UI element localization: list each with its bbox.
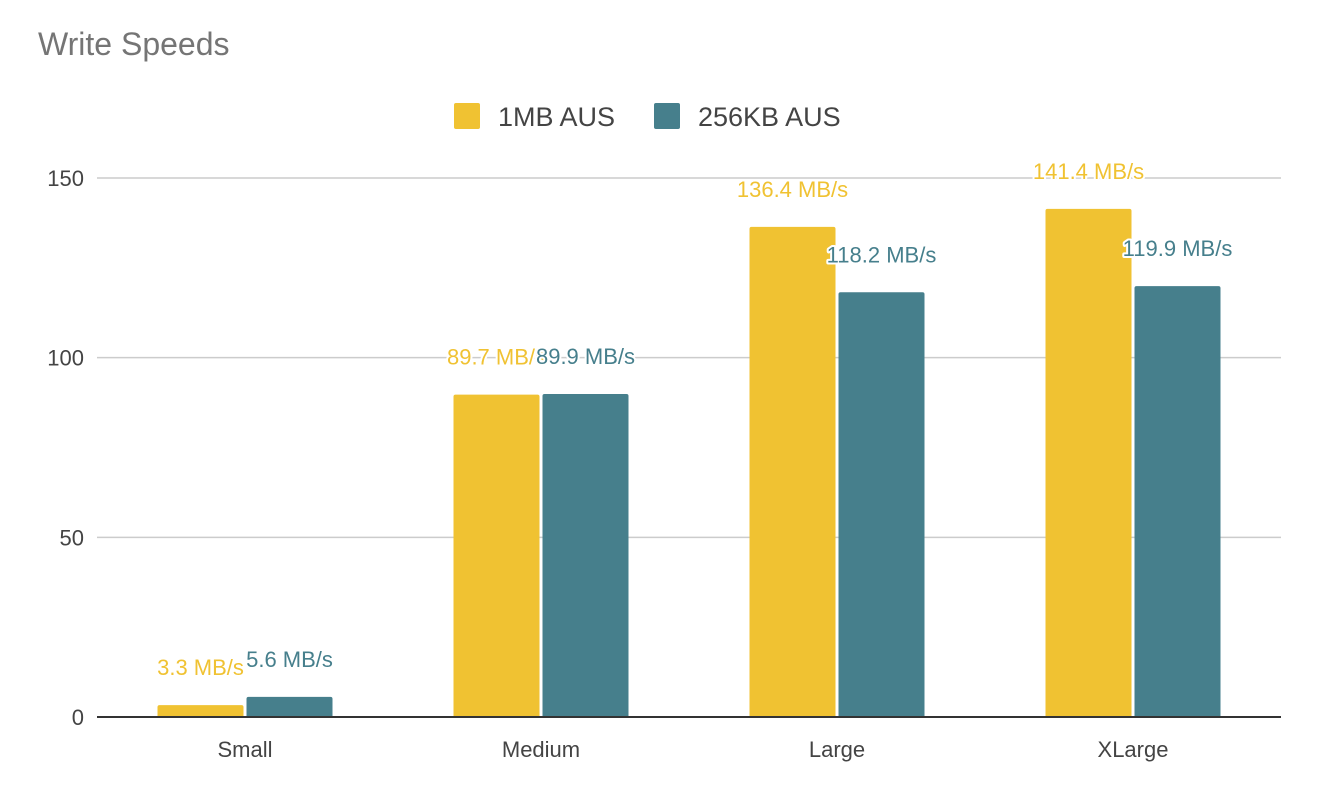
data-label: 119.9 MB/s [1123,236,1233,261]
x-tick-label: Medium [502,737,580,762]
legend-label: 256KB AUS [698,102,841,132]
data-label: 136.4 MB/s [737,177,848,202]
y-tick-label: 100 [47,346,84,371]
y-tick-label: 50 [60,525,84,550]
data-label: 89.7 MB/s [447,345,546,370]
x-tick-label: XLarge [1098,737,1169,762]
x-tick-label: Large [809,737,865,762]
bar-256kb-aus-medium [542,393,629,717]
bar-1mb-aus-xlarge [1045,208,1132,718]
data-label: 89.9 MB/s [536,344,635,369]
x-tick-label: Small [217,737,272,762]
legend-swatch [654,103,680,129]
bar-1mb-aus-small [157,705,244,717]
bar-1mb-aus-large [749,226,836,718]
chart-title: Write Speeds [38,26,230,62]
data-label: 118.2 MB/s [827,242,937,267]
bar-256kb-aus-large [838,292,925,717]
data-label: 5.6 MB/s [246,647,333,672]
y-tick-label: 150 [47,166,84,191]
bar-1mb-aus-medium [453,394,540,717]
data-label: 141.4 MB/s [1033,159,1144,184]
data-label: 3.3 MB/s [157,655,244,680]
legend-swatch [454,103,480,129]
legend-label: 1MB AUS [498,102,615,132]
bar-256kb-aus-xlarge [1134,286,1221,717]
bar-256kb-aus-small [246,696,333,717]
y-tick-label: 0 [72,705,84,730]
